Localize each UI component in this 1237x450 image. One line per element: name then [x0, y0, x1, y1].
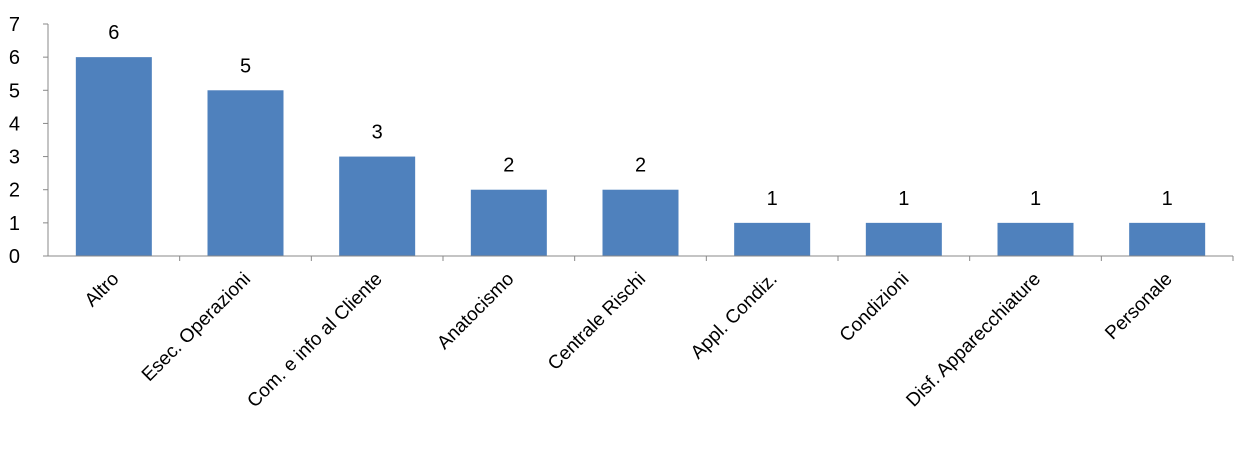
- bar: [865, 222, 942, 256]
- y-tick-label: 1: [9, 213, 20, 235]
- y-tick-label: 4: [9, 113, 20, 135]
- bar: [207, 90, 284, 257]
- bar: [75, 57, 152, 257]
- x-tick-label: Appl. Condiz.: [687, 269, 782, 364]
- data-label: 1: [1030, 188, 1041, 210]
- bar: [339, 156, 416, 256]
- bar: [470, 189, 547, 256]
- x-axis: [48, 255, 1234, 261]
- y-tick-label: 5: [9, 80, 20, 102]
- data-label: 3: [372, 122, 383, 144]
- x-tick-label: Com. e info al Cliente: [243, 269, 386, 412]
- data-label: 6: [108, 22, 119, 44]
- x-tick-label: Altro: [81, 269, 123, 311]
- bar: [1129, 222, 1206, 256]
- data-label: 1: [898, 188, 909, 210]
- y-tick-label: 2: [9, 180, 20, 202]
- data-labels: 6 5 3 2 2 1 1 1 1: [108, 22, 1172, 210]
- y-tick-label: 6: [9, 47, 20, 69]
- x-tick-label: Condizioni: [836, 269, 914, 347]
- x-tick-label: Centrale Rischi: [544, 269, 650, 375]
- bar: [997, 222, 1074, 256]
- bar: [602, 189, 679, 256]
- x-tick-label: Anatocismo: [433, 269, 518, 354]
- data-label: 2: [503, 155, 514, 177]
- x-tick-label: Disf. Apparecchiature: [902, 269, 1045, 412]
- y-tick-label: 3: [9, 147, 20, 169]
- x-tick-label: Esec. Operazioni: [138, 269, 255, 386]
- x-tick-label: Personale: [1101, 269, 1176, 344]
- y-tick-label: 0: [9, 246, 20, 268]
- y-axis: 0 1 2 3 4 5 6 7: [9, 14, 49, 268]
- data-label: 5: [240, 55, 251, 77]
- data-label: 1: [767, 188, 778, 210]
- data-label: 2: [635, 155, 646, 177]
- bar: [734, 222, 811, 256]
- bars: [75, 57, 1206, 257]
- data-label: 1: [1162, 188, 1173, 210]
- y-tick-label: 7: [9, 14, 20, 36]
